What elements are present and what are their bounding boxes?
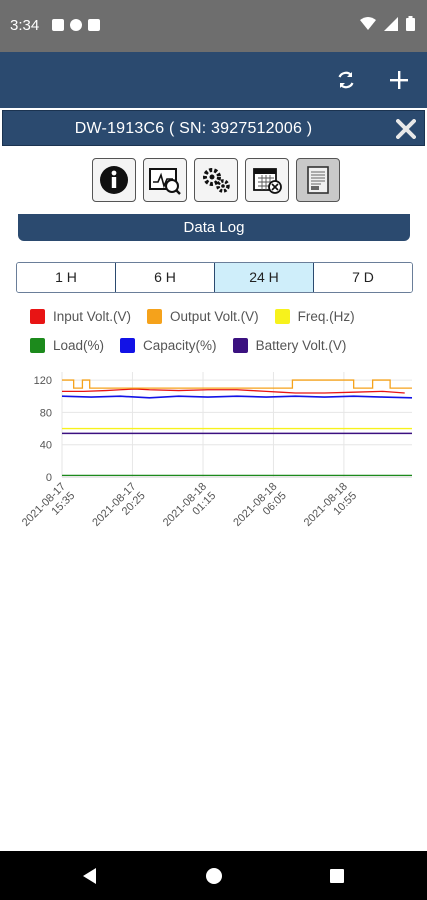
legend-swatch xyxy=(120,338,136,353)
app-bar xyxy=(0,52,427,108)
legend-item[interactable]: Battery Volt.(V) xyxy=(232,338,347,353)
legend-label: Output Volt.(V) xyxy=(170,309,259,324)
x-tick-label: 2021-08-1806:05 xyxy=(231,481,288,538)
add-icon xyxy=(390,71,408,89)
legend-item[interactable]: Load(%) xyxy=(30,338,104,353)
sd-card-icon xyxy=(88,19,100,31)
notification-p-icon xyxy=(70,19,82,31)
section-title: Data Log xyxy=(18,214,410,241)
battery-icon xyxy=(406,16,415,31)
legend-swatch xyxy=(30,338,45,353)
legend-swatch xyxy=(147,309,163,324)
x-tick-label: 2021-08-1810:55 xyxy=(302,481,359,538)
refresh-icon xyxy=(338,71,354,89)
status-bar: 3:34 xyxy=(0,0,427,52)
legend-row: Input Volt.(V) Output Volt.(V) Freq.(Hz) xyxy=(30,302,410,331)
range-tab-1h[interactable]: 1 H xyxy=(17,263,116,292)
legend-item[interactable]: Input Volt.(V) xyxy=(30,309,131,324)
data-log-icon xyxy=(307,166,329,194)
settings-gears-icon xyxy=(203,168,230,193)
recents-button[interactable] xyxy=(324,863,350,889)
recents-icon xyxy=(330,869,344,883)
legend-item[interactable]: Capacity(%) xyxy=(120,338,217,353)
device-toolbar xyxy=(92,158,340,202)
monitor-button[interactable] xyxy=(143,158,187,202)
status-time: 3:34 xyxy=(10,17,40,34)
data-log-button[interactable] xyxy=(296,158,340,202)
legend-label: Input Volt.(V) xyxy=(53,309,132,324)
wifi-icon xyxy=(360,16,376,30)
status-system-icons xyxy=(360,16,415,31)
settings-button[interactable] xyxy=(194,158,238,202)
y-tick-label: 80 xyxy=(40,407,52,419)
x-tick-label: 2021-08-1715:35 xyxy=(20,481,77,538)
status-notifications xyxy=(52,19,100,31)
schedule-icon xyxy=(253,168,282,194)
signal-icon xyxy=(384,16,398,31)
navigation-bar xyxy=(0,851,427,900)
info-button[interactable] xyxy=(92,158,136,202)
range-tab-24h[interactable]: 24 H xyxy=(215,263,314,292)
y-tick-label: 0 xyxy=(46,472,52,484)
legend-swatch xyxy=(274,309,290,324)
close-icon xyxy=(396,119,416,139)
x-tick-label: 2021-08-1720:25 xyxy=(90,481,147,538)
schedule-button[interactable] xyxy=(245,158,289,202)
chart-legend: Input Volt.(V) Output Volt.(V) Freq.(Hz) Lo… xyxy=(30,302,410,360)
device-title: DW-1913C6 ( SN: 3927512006 ) xyxy=(74,120,313,137)
range-tab-6h[interactable]: 6 H xyxy=(116,263,215,292)
device-header: DW-1913C6 ( SN: 3927512006 ) xyxy=(2,110,425,146)
y-tick-label: 40 xyxy=(40,440,52,452)
legend-swatch xyxy=(232,338,248,353)
close-button[interactable] xyxy=(392,115,420,143)
x-tick-label: 2021-08-1801:15 xyxy=(161,481,218,538)
legend-label: Capacity(%) xyxy=(143,338,217,353)
y-tick-label: 120 xyxy=(34,375,52,387)
legend-label: Battery Volt.(V) xyxy=(255,338,347,353)
series-line-output-volt-v xyxy=(62,379,412,389)
info-icon xyxy=(100,166,128,194)
home-button[interactable] xyxy=(201,863,227,889)
refresh-button[interactable] xyxy=(330,64,362,96)
home-icon xyxy=(206,868,222,884)
back-icon xyxy=(83,868,96,884)
legend-label: Load(%) xyxy=(53,338,105,353)
range-tab-7d[interactable]: 7 D xyxy=(314,263,412,292)
back-button[interactable] xyxy=(77,863,103,889)
legend-item[interactable]: Freq.(Hz) xyxy=(274,309,355,324)
monitor-icon xyxy=(149,168,181,195)
legend-swatch xyxy=(30,309,45,324)
notification-a-icon xyxy=(52,19,64,31)
legend-row: Load(%) Capacity(%) Battery Volt.(V) xyxy=(30,331,410,360)
series-line-input-volt-v xyxy=(62,388,405,394)
add-button[interactable] xyxy=(383,64,415,96)
legend-label: Freq.(Hz) xyxy=(297,309,355,324)
series-line-capacity xyxy=(61,395,413,399)
legend-item[interactable]: Output Volt.(V) xyxy=(147,309,259,324)
